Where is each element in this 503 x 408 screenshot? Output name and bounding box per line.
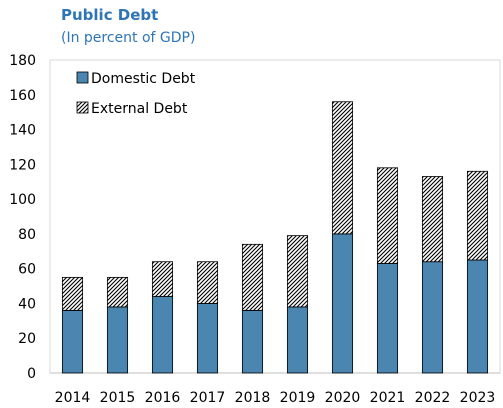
bar-external-debt: [196, 261, 219, 304]
legend: Domestic Debt External Debt: [76, 71, 196, 117]
bar-external-debt: [331, 101, 354, 235]
y-tick-label: 80: [18, 227, 36, 243]
bars: [61, 101, 489, 374]
y-tick-label: 140: [9, 123, 36, 139]
x-axis-ticks: 2014 2015 2016 2017 2018 2019 2020 2021 2022 2023: [55, 390, 496, 406]
x-tick-label: 2014: [55, 390, 91, 406]
x-tick-label: 2019: [280, 390, 316, 406]
chart-subtitle: (In percent of GDP): [61, 30, 196, 46]
legend-swatch-external-debt: [76, 101, 89, 114]
bar-domestic-debt: [466, 259, 489, 374]
bar-external-debt: [376, 167, 399, 264]
y-tick-label: 40: [18, 296, 36, 312]
bar-domestic-debt: [151, 296, 174, 374]
bar-domestic-debt: [106, 306, 129, 374]
y-tick-label: 20: [18, 331, 36, 347]
bar-external-debt: [466, 170, 489, 261]
y-axis-ticks: 0 20 40 60 80 100 120 140 160 180: [9, 53, 36, 382]
bar-domestic-debt: [196, 303, 219, 374]
y-tick-label: 0: [27, 366, 36, 382]
chart-title: Public Debt: [61, 6, 159, 24]
x-tick-label: 2015: [100, 390, 136, 406]
bar-domestic-debt: [421, 261, 444, 374]
legend-swatch-domestic-debt: [76, 71, 89, 84]
legend-label-domestic-debt: Domestic Debt: [91, 71, 196, 87]
bar-external-debt: [151, 261, 174, 297]
x-tick-label: 2022: [415, 390, 451, 406]
bar-external-debt: [286, 235, 309, 308]
y-tick-label: 100: [9, 192, 36, 208]
x-tick-label: 2016: [145, 390, 181, 406]
bar-external-debt: [61, 276, 84, 311]
x-tick-label: 2017: [190, 390, 226, 406]
y-tick-label: 160: [9, 88, 36, 104]
bar-external-debt: [106, 276, 129, 308]
bar-domestic-debt: [61, 309, 84, 374]
legend-label-external-debt: External Debt: [91, 101, 188, 117]
bar-domestic-debt: [241, 309, 264, 374]
x-tick-label: 2021: [370, 390, 406, 406]
bar-domestic-debt: [331, 233, 354, 374]
y-tick-label: 120: [9, 157, 36, 173]
bar-domestic-debt: [286, 306, 309, 374]
x-tick-label: 2018: [235, 390, 271, 406]
bar-domestic-debt: [376, 263, 399, 374]
x-tick-label: 2023: [460, 390, 496, 406]
y-tick-label: 180: [9, 53, 36, 69]
x-tick-label: 2020: [325, 390, 361, 406]
bar-external-debt: [241, 243, 264, 311]
bar-external-debt: [421, 176, 444, 263]
y-tick-label: 60: [18, 262, 36, 278]
